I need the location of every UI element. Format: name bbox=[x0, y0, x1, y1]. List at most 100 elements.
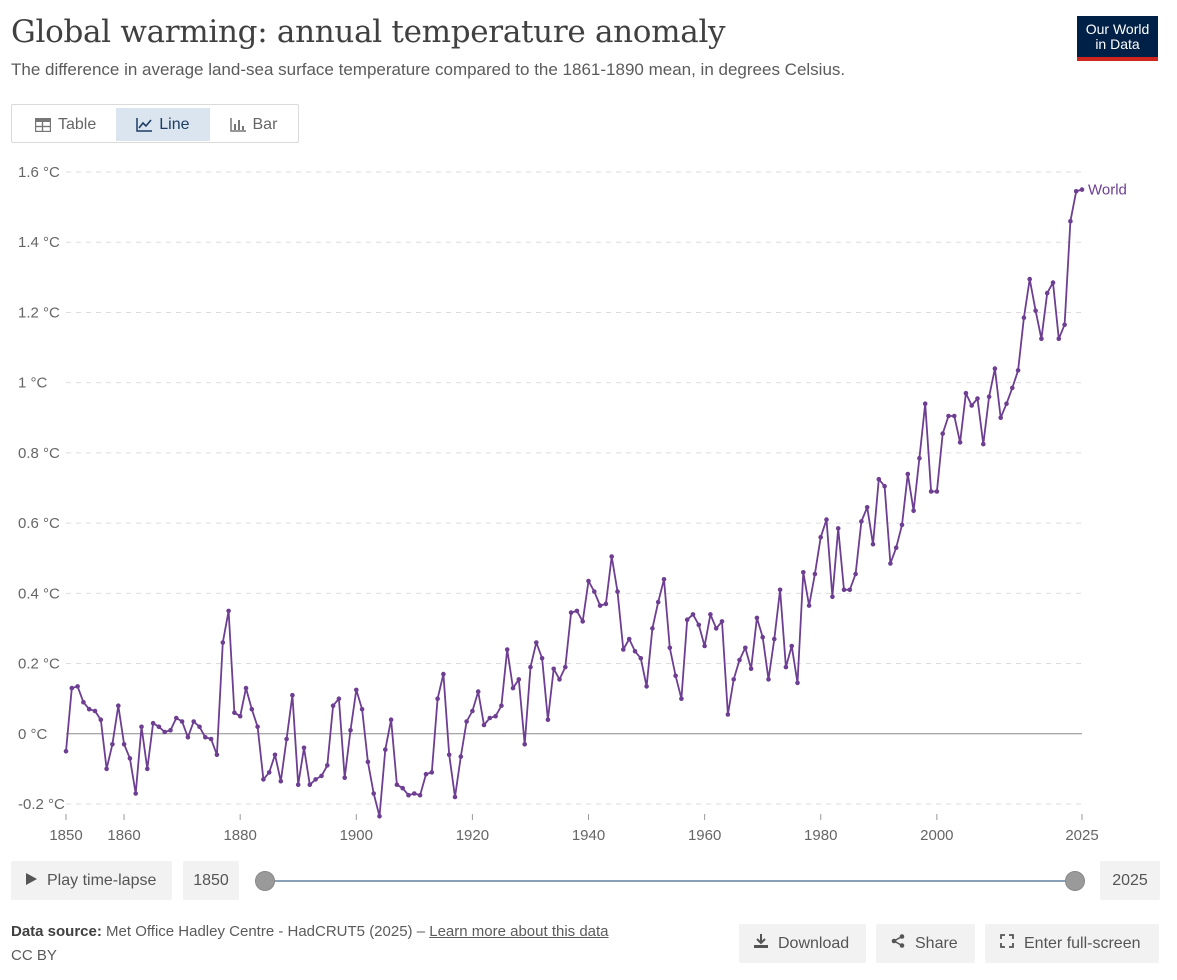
tab-table-label: Table bbox=[58, 115, 97, 133]
table-icon bbox=[35, 117, 51, 132]
data-point bbox=[847, 587, 853, 593]
data-source-text: Met Office Hadley Centre - HadCRUT5 (202… bbox=[106, 923, 426, 940]
data-point bbox=[116, 703, 121, 708]
data-point bbox=[673, 673, 678, 679]
data-point bbox=[301, 745, 307, 751]
data-point bbox=[597, 603, 603, 608]
tab-table[interactable]: Table bbox=[15, 108, 116, 141]
data-point bbox=[528, 664, 533, 670]
data-point bbox=[580, 619, 585, 624]
series-label-world: World bbox=[1088, 182, 1127, 199]
timeline-slider-track[interactable] bbox=[265, 880, 1075, 882]
data-point bbox=[905, 471, 911, 477]
data-point bbox=[400, 785, 406, 791]
download-icon bbox=[754, 934, 768, 953]
data-point bbox=[290, 692, 295, 698]
data-point bbox=[284, 736, 289, 742]
logo-line-1: Our World bbox=[1085, 21, 1150, 37]
data-point bbox=[818, 534, 823, 540]
data-point bbox=[394, 782, 400, 787]
data-point bbox=[237, 713, 243, 719]
fullscreen-button[interactable]: Enter full-screen bbox=[985, 924, 1159, 963]
play-icon bbox=[26, 872, 37, 890]
data-point bbox=[928, 489, 934, 494]
tab-bar[interactable]: Bar bbox=[210, 108, 298, 141]
data-point bbox=[621, 647, 626, 652]
play-timelapse-button[interactable]: Play time-lapse bbox=[11, 861, 172, 900]
download-label: Download bbox=[778, 934, 850, 952]
y-tick-label: 0.6 °C bbox=[18, 515, 60, 532]
data-point bbox=[917, 455, 922, 461]
data-point bbox=[493, 713, 498, 719]
data-point bbox=[412, 791, 417, 796]
data-point bbox=[92, 708, 98, 714]
timeline-controls: Play time-lapse 1850 2025 bbox=[11, 861, 1160, 901]
data-point bbox=[1039, 336, 1044, 342]
share-icon bbox=[891, 934, 905, 953]
slider-start-handle[interactable] bbox=[255, 871, 275, 891]
x-tick-label: 1940 bbox=[572, 827, 605, 844]
tab-line[interactable]: Line bbox=[116, 108, 210, 141]
start-year-box[interactable]: 1850 bbox=[183, 861, 239, 900]
data-point bbox=[104, 766, 109, 772]
chart-footer: Data source: Met Office Hadley Centre - … bbox=[11, 920, 609, 968]
data-point bbox=[330, 703, 336, 708]
data-point bbox=[208, 736, 214, 742]
license-text[interactable]: CC BY bbox=[11, 947, 57, 964]
data-point bbox=[760, 634, 765, 640]
data-point bbox=[998, 415, 1003, 421]
data-point bbox=[307, 782, 313, 787]
data-point bbox=[557, 677, 562, 682]
end-year-box[interactable]: 2025 bbox=[1100, 861, 1160, 900]
data-point bbox=[684, 617, 690, 622]
data-point bbox=[383, 747, 388, 752]
data-point bbox=[191, 719, 196, 724]
download-button[interactable]: Download bbox=[739, 924, 866, 963]
data-point bbox=[981, 441, 986, 447]
data-point bbox=[1050, 280, 1056, 285]
data-point bbox=[261, 777, 266, 782]
data-point bbox=[922, 401, 928, 407]
data-point bbox=[197, 724, 202, 730]
data-point bbox=[429, 770, 435, 775]
data-point bbox=[766, 677, 771, 682]
data-point bbox=[893, 545, 899, 550]
x-tick-label: 1860 bbox=[107, 827, 140, 844]
data-point bbox=[278, 778, 284, 784]
data-point bbox=[156, 724, 162, 730]
data-point bbox=[609, 554, 614, 559]
owid-logo[interactable]: Our World in Data bbox=[1077, 16, 1158, 61]
share-button[interactable]: Share bbox=[876, 924, 975, 963]
data-point bbox=[539, 656, 545, 661]
data-point bbox=[713, 626, 719, 631]
data-point bbox=[824, 517, 829, 522]
data-point bbox=[911, 508, 916, 514]
data-point bbox=[725, 712, 731, 717]
data-point bbox=[150, 720, 156, 726]
data-point bbox=[452, 794, 458, 800]
data-point bbox=[754, 615, 760, 621]
data-point bbox=[743, 645, 748, 651]
chart-subtitle: The difference in average land-sea surfa… bbox=[11, 60, 846, 79]
data-point bbox=[592, 589, 597, 594]
slider-end-handle[interactable] bbox=[1065, 871, 1085, 891]
y-tick-label: 1.4 °C bbox=[18, 234, 60, 251]
data-point bbox=[162, 729, 167, 735]
chart-grid bbox=[66, 171, 1082, 805]
data-point bbox=[446, 752, 452, 758]
learn-more-link[interactable]: Learn more about this data bbox=[429, 923, 609, 940]
data-point bbox=[801, 570, 806, 575]
data-point bbox=[940, 431, 945, 436]
data-point bbox=[812, 571, 818, 577]
data-source-label: Data source: bbox=[11, 923, 102, 940]
data-point bbox=[139, 724, 144, 730]
data-point bbox=[75, 684, 80, 689]
data-point bbox=[145, 766, 150, 772]
chart-axes: -0.2 °C 0 °C 0.2 °C 0.4 °C 0.6 °C 0.8 °C 1 °C 1… bbox=[18, 164, 1099, 844]
data-point bbox=[568, 610, 574, 615]
data-point bbox=[1056, 336, 1062, 342]
x-tick-label: 1920 bbox=[456, 827, 489, 844]
y-tick-label: 1.6 °C bbox=[18, 164, 60, 181]
data-point bbox=[830, 594, 835, 600]
x-tick-label: 1900 bbox=[340, 827, 373, 844]
